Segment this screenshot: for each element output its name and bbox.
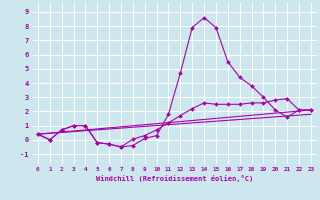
X-axis label: Windchill (Refroidissement éolien,°C): Windchill (Refroidissement éolien,°C) bbox=[96, 175, 253, 182]
